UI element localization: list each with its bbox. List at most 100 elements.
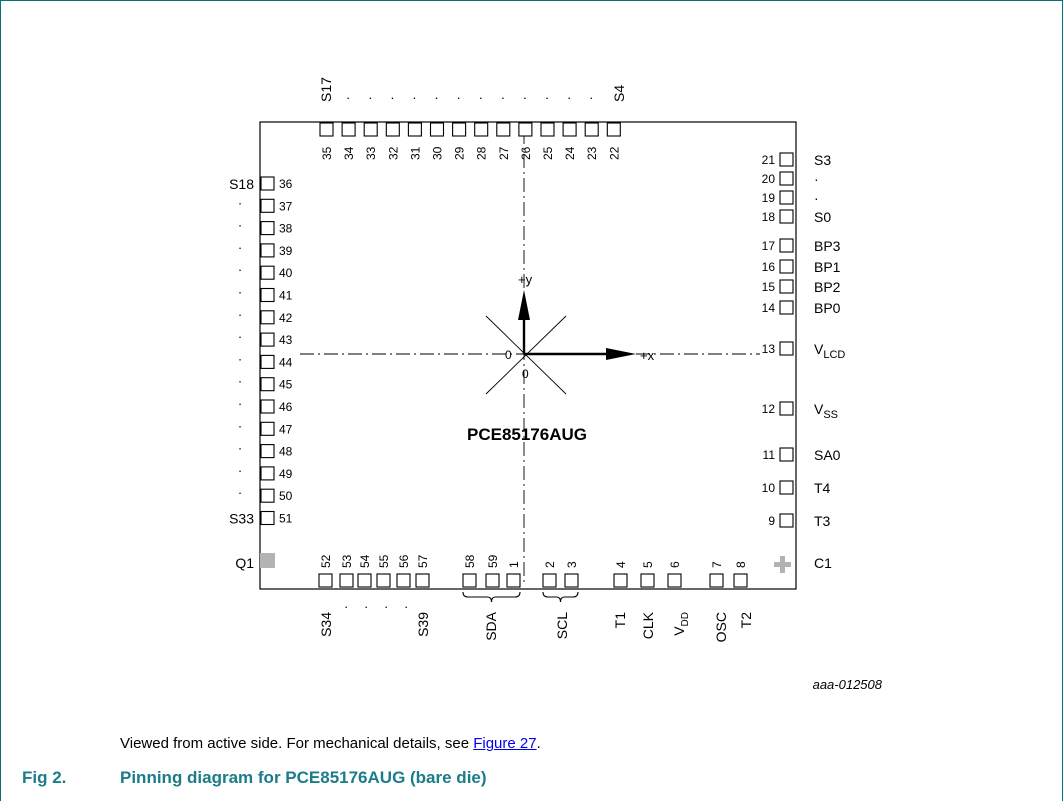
left-pad-num-46: 46: [279, 400, 293, 414]
bottom-pad-num-1: 1: [507, 561, 521, 568]
origin-y-label: 0: [522, 367, 529, 381]
left-label-s18: S18: [229, 176, 254, 192]
left-pad-num-45: 45: [279, 378, 293, 392]
bottom-ellipsis-dot: ·: [364, 599, 368, 614]
left-pad-49: [260, 466, 275, 481]
left-pad-num-43: 43: [279, 333, 293, 347]
top-pad-29: [452, 122, 467, 137]
right-pad-20: [779, 171, 794, 186]
right-pad-num-21: 21: [762, 153, 776, 167]
bottom-pad-num-58: 58: [463, 554, 477, 568]
bottom-pad-num-54: 54: [358, 554, 372, 568]
top-pad-num-33: 33: [364, 146, 378, 160]
top-pad-num-29: 29: [453, 146, 467, 160]
left-pad-38: [260, 221, 275, 236]
right-pad-label-20: ·: [814, 171, 819, 187]
right-pad-num-20: 20: [762, 172, 776, 186]
top-pad-num-27: 27: [497, 146, 511, 160]
bottom-pad-6: [667, 573, 682, 588]
left-pad-44: [260, 354, 275, 369]
top-pad-25: [540, 122, 555, 137]
bottom-ellipsis-dot: ·: [404, 599, 408, 614]
left-pad-num-37: 37: [279, 199, 293, 213]
top-ellipsis-dot: ·: [589, 90, 593, 105]
bottom-pad-num-8: 8: [734, 561, 748, 568]
left-pad-46: [260, 399, 275, 414]
bottom-ellipsis-dot: ·: [384, 599, 388, 614]
caption-end: .: [536, 735, 541, 752]
left-ellipsis-dot: ·: [238, 351, 242, 366]
left-pad-41: [260, 287, 275, 303]
left-pad-36: [260, 176, 275, 191]
right-pad-14: [779, 300, 794, 315]
bottom-pad-58: [462, 573, 477, 588]
top-ellipsis-dot: ·: [567, 90, 571, 105]
left-pad-num-36: 36: [279, 177, 293, 191]
right-pad-num-15: 15: [762, 280, 776, 294]
axis-x-label: +x: [640, 348, 655, 363]
top-ellipsis-dot: ·: [412, 90, 416, 105]
bottom-pad-3: [564, 573, 579, 588]
top-pad-31: [407, 122, 422, 137]
left-pad-num-38: 38: [279, 222, 293, 236]
top-pad-num-34: 34: [342, 146, 356, 160]
bottom-pad-num-4: 4: [614, 561, 628, 568]
figure-title: Fig 2. Pinning diagram for PCE85176AUG (b…: [22, 768, 487, 788]
bottom-pad-num-7: 7: [710, 561, 724, 568]
top-pad-35: [319, 122, 334, 137]
top-pad-num-24: 24: [563, 146, 577, 160]
top-pad-26: [518, 122, 533, 137]
origin-x-label: 0: [505, 348, 512, 362]
right-pad-16: [779, 259, 794, 274]
top-pad-30: [429, 122, 445, 137]
bottom-pad-num-55: 55: [377, 554, 391, 568]
top-ellipsis-dot: ·: [390, 90, 394, 105]
left-pad-50: [260, 488, 275, 503]
chip-name: PCE85176AUG: [467, 425, 587, 444]
bottom-pad-num-59: 59: [486, 554, 500, 568]
die-outline: [259, 121, 797, 590]
right-pad-label-17: BP3: [814, 238, 841, 254]
right-pad-11: [779, 447, 794, 462]
right-pad-label-10: T4: [814, 480, 831, 496]
right-pad-9: [779, 513, 794, 528]
right-pad-num-9: 9: [768, 514, 775, 528]
left-ellipsis-dot: ·: [238, 396, 242, 411]
bottom-label-sda: SDA: [483, 611, 499, 640]
sda-group-brace: [462, 591, 521, 603]
left-pad-num-44: 44: [279, 355, 293, 369]
right-pad-num-11: 11: [763, 448, 776, 462]
top-pad-34: [341, 122, 356, 137]
left-pad-num-49: 49: [279, 467, 293, 481]
y-axis-arrow-head: [518, 290, 530, 320]
left-ellipsis-dot: ·: [238, 418, 242, 433]
bottom-pad-num-5: 5: [641, 561, 655, 568]
bottom-pad-59: [485, 573, 500, 588]
right-pad-label-13: VLCD: [814, 341, 845, 361]
right-pad-label-15: BP2: [814, 279, 841, 295]
q1-corner-marker: [260, 553, 275, 568]
left-pad-num-39: 39: [279, 244, 293, 258]
bottom-pad-1: [506, 573, 521, 588]
right-pad-num-17: 17: [762, 239, 776, 253]
top-pad-num-31: 31: [408, 146, 422, 160]
top-pad-num-30: 30: [431, 146, 445, 160]
pinning-diagram: +y +x 0 0 PCE85176AUG aaa-012508 35 34 33 3…: [229, 77, 883, 692]
left-pad-39: [260, 243, 275, 258]
bottom-pad-num-56: 56: [397, 554, 411, 568]
left-pad-40: [260, 265, 275, 280]
bottom-label-s34: S34: [318, 612, 334, 637]
top-pad-32: [385, 122, 400, 137]
bottom-pad-56: [396, 573, 411, 588]
right-pad-label-14: BP0: [814, 300, 841, 316]
top-pad-num-26: 26: [519, 146, 533, 160]
bottom-pad-53: [339, 573, 354, 588]
left-pad-37: [260, 198, 275, 213]
bottom-pad-54: [357, 573, 372, 588]
top-pad-num-32: 32: [386, 146, 400, 160]
top-ellipsis-dot: ·: [368, 90, 372, 105]
figure-27-link[interactable]: Figure 27: [473, 735, 537, 752]
bottom-pad-num-52: 52: [319, 554, 333, 568]
right-pad-label-21: S3: [814, 152, 831, 168]
